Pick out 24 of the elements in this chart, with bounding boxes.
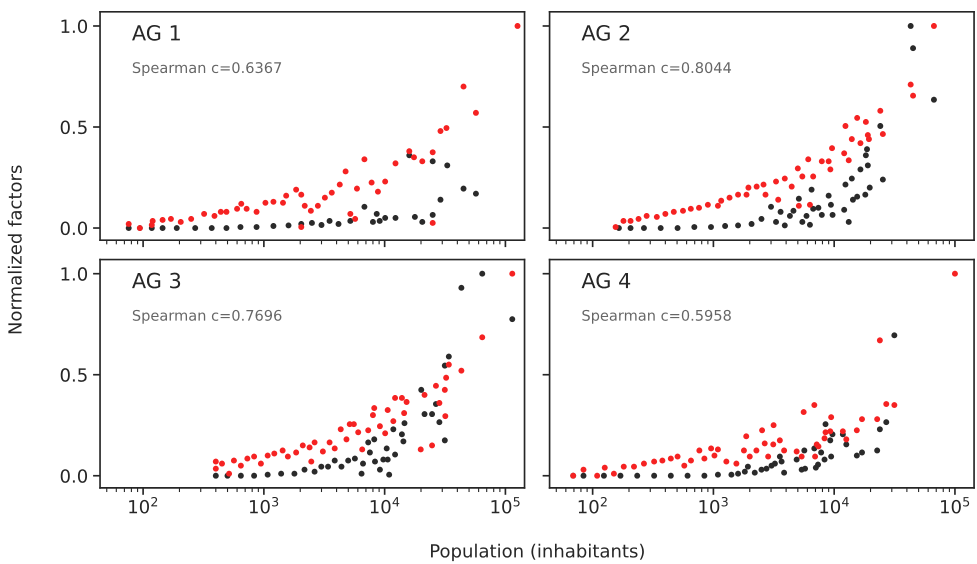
x-axis-title: Population (inhabitants) [431, 544, 644, 562]
y-tick-label: 0.5 [60, 120, 87, 134]
text: AG 1 [132, 24, 180, 41]
x-tick-label: 10$^{5}$ [941, 497, 970, 514]
y-tick-label: 0.5 [60, 368, 87, 382]
text: AG 2 [582, 24, 630, 41]
x-tick-label: 10$^{5}$ [492, 497, 520, 514]
annotation: Spearman c=0.8044 [582, 62, 732, 76]
y-tick-label: 0.0 [60, 469, 88, 483]
x-tick-label: 10$^{3}$ [700, 496, 728, 514]
text: AG 4 [582, 272, 630, 288]
annotation: Spearman c=0.7696 [132, 310, 282, 324]
x-tick-label: 10$^{4}$ [370, 497, 400, 514]
annotation: Spearman c=0.5958 [582, 310, 731, 324]
x-tick-label: 10$^{4}$ [820, 497, 849, 514]
y-tick-label: 0.0 [60, 221, 88, 236]
x-tick-label: 10$^{3}$ [250, 496, 278, 514]
y-tick-label: 1.0 [62, 267, 88, 281]
y-tick-label: 1.0 [62, 19, 88, 34]
annotation: Spearman c=0.6367 [132, 62, 282, 76]
x-tick-label: 10$^{2}$ [578, 496, 607, 514]
text: AG 3 [132, 272, 180, 288]
y-axis-title: Normalized factors [8, 166, 22, 334]
x-tick-label: 10$^{2}$ [129, 496, 158, 514]
